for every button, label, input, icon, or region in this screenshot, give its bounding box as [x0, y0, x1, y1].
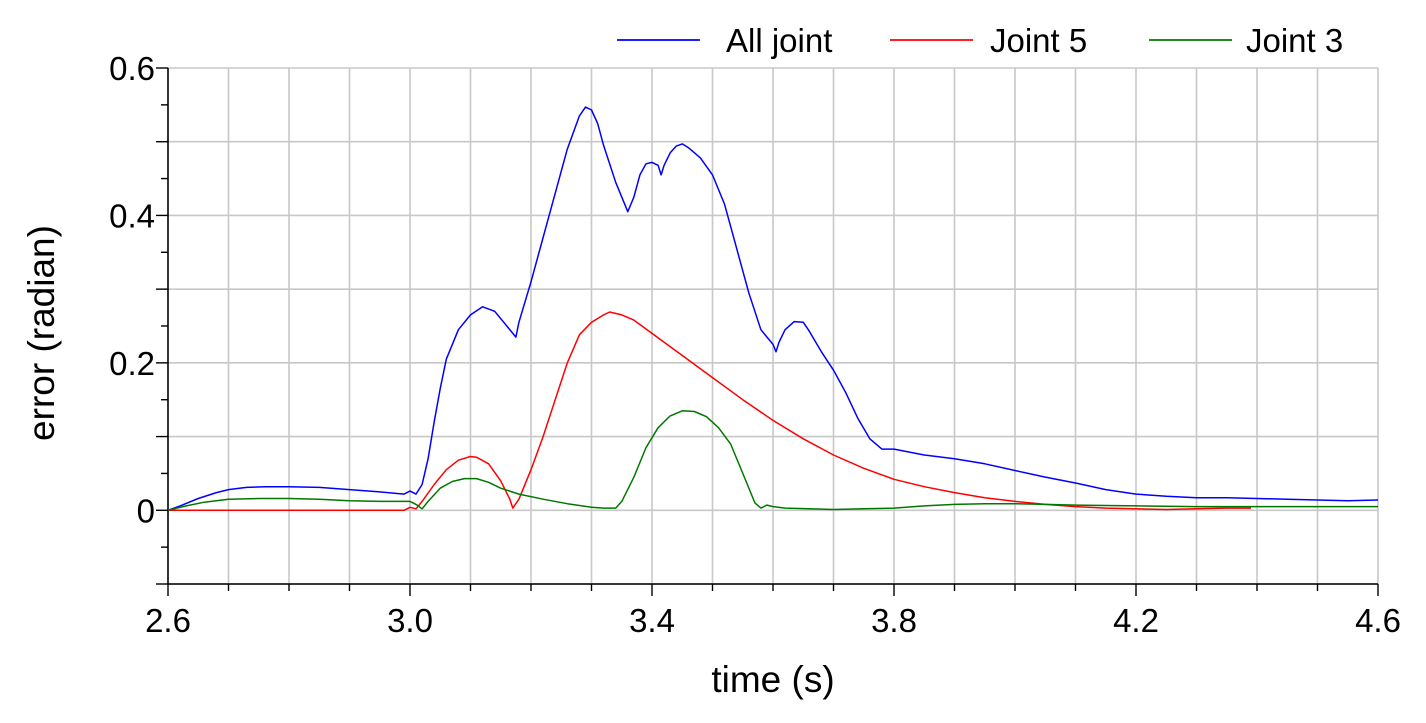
y-axis-label: error (radian) — [21, 225, 62, 441]
x-axis-label: time (s) — [711, 659, 834, 700]
x-tick-label: 3.0 — [387, 602, 433, 639]
series-line — [167, 106, 1379, 512]
x-tick-label: 4.2 — [1113, 602, 1159, 639]
x-tick-label: 3.4 — [629, 602, 675, 639]
legend: All joint Joint 5 Joint 3 — [617, 22, 1343, 59]
x-tick-label: 3.8 — [871, 602, 917, 639]
y-tick-label: 0.6 — [109, 50, 155, 87]
legend-label: Joint 3 — [1246, 22, 1343, 59]
x-tick-label: 4.6 — [1355, 602, 1401, 639]
y-tick-label: 0.4 — [109, 197, 155, 234]
y-tick-label: 0 — [137, 492, 155, 529]
series-line — [167, 410, 1378, 512]
axis-ticks: 2.6 3.0 3.4 3.8 4.2 4.6 0 0.2 0.4 0.6 — [109, 50, 1401, 639]
legend-label: Joint 5 — [990, 22, 1087, 59]
grid-lines — [168, 67, 1379, 585]
y-tick-label: 0.2 — [109, 345, 155, 382]
legend-label: All joint — [726, 22, 832, 59]
series-line — [168, 311, 1251, 512]
plot-series — [167, 106, 1379, 512]
x-tick-label: 2.6 — [145, 602, 191, 639]
